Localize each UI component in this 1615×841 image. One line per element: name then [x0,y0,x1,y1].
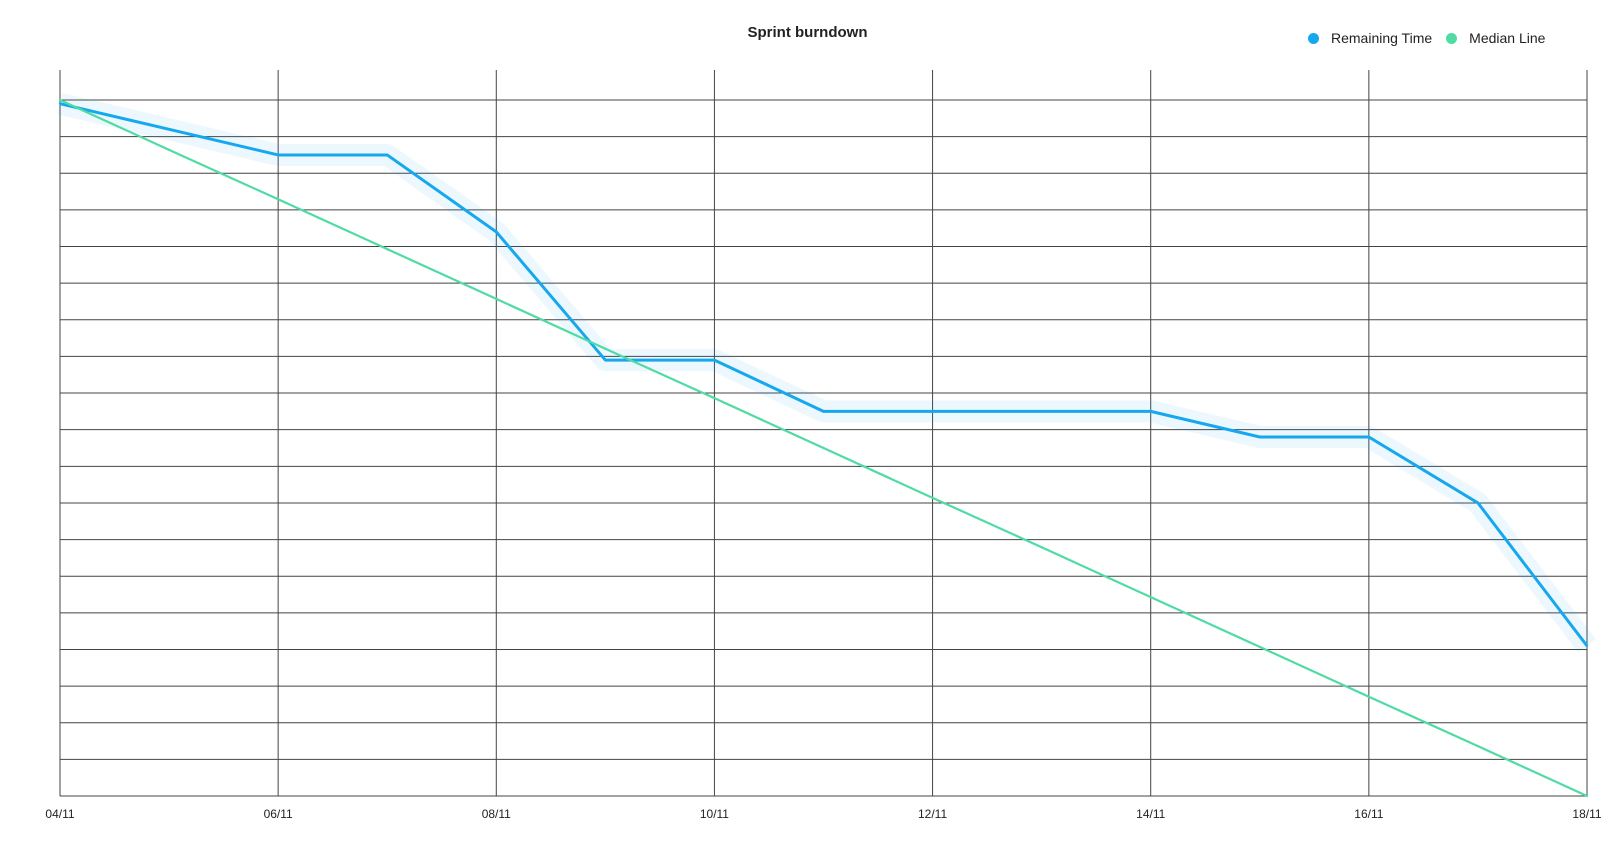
data-point-remaining-time [604,358,607,362]
data-point-median-line [931,496,934,500]
data-point-remaining-time [1258,435,1261,439]
data-point-median-line [1367,695,1371,698]
data-point-remaining-time [822,410,825,413]
legend-marker-remaining-time [1308,32,1319,44]
data-point-median-line [276,198,280,201]
data-point-median-line [1585,794,1589,798]
data-point-remaining-time [1040,410,1043,413]
data-point-median-line [1476,744,1480,748]
data-point-median-line [386,247,389,251]
x-tick-label: 14/11 [1136,807,1165,821]
data-point-remaining-time [276,153,280,157]
legend-label-remaining-time: Remaining Time [1331,30,1433,46]
x-tick-label: 18/11 [1572,807,1601,821]
x-tick-label: 16/11 [1354,807,1383,821]
data-point-remaining-time [495,230,498,234]
x-tick-label: 04/11 [45,807,74,821]
legend-item-median-line[interactable]: Median Line [1446,30,1545,46]
x-tick-label: 06/11 [264,807,293,821]
x-tick-label: 12/11 [918,807,947,821]
data-point-median-line [1258,645,1261,649]
data-point-remaining-time [713,358,716,362]
data-point-median-line [1040,546,1043,549]
data-point-remaining-time [1367,435,1371,439]
data-point-median-line [822,446,825,450]
legend-label-median-line: Median Line [1469,30,1546,46]
data-point-median-line [1149,595,1152,599]
chart-legend: Remaining Time Median Line [1308,30,1559,46]
x-tick-label: 08/11 [482,807,511,821]
x-tick-label: 10/11 [700,807,729,821]
series-line-remaining-time [59,102,1589,647]
data-point-remaining-time [1585,644,1589,648]
data-point-median-line [713,396,716,400]
data-point-median-line [58,98,62,102]
data-point-remaining-time [386,153,389,157]
data-point-remaining-time [1476,501,1480,505]
data-point-median-line [167,148,171,152]
data-point-remaining-time [1149,410,1152,413]
data-point-median-line [604,347,607,350]
legend-marker-median-line [1446,32,1458,44]
data-point-median-line [495,297,498,301]
data-point-remaining-time [931,410,934,413]
series-glow-remaining-time [57,92,1596,653]
chart-title: Sprint burndown [747,24,868,41]
data-point-remaining-time [58,102,62,105]
data-point-remaining-time [167,128,171,131]
legend-item-remaining-time[interactable]: Remaining Time [1308,30,1432,46]
